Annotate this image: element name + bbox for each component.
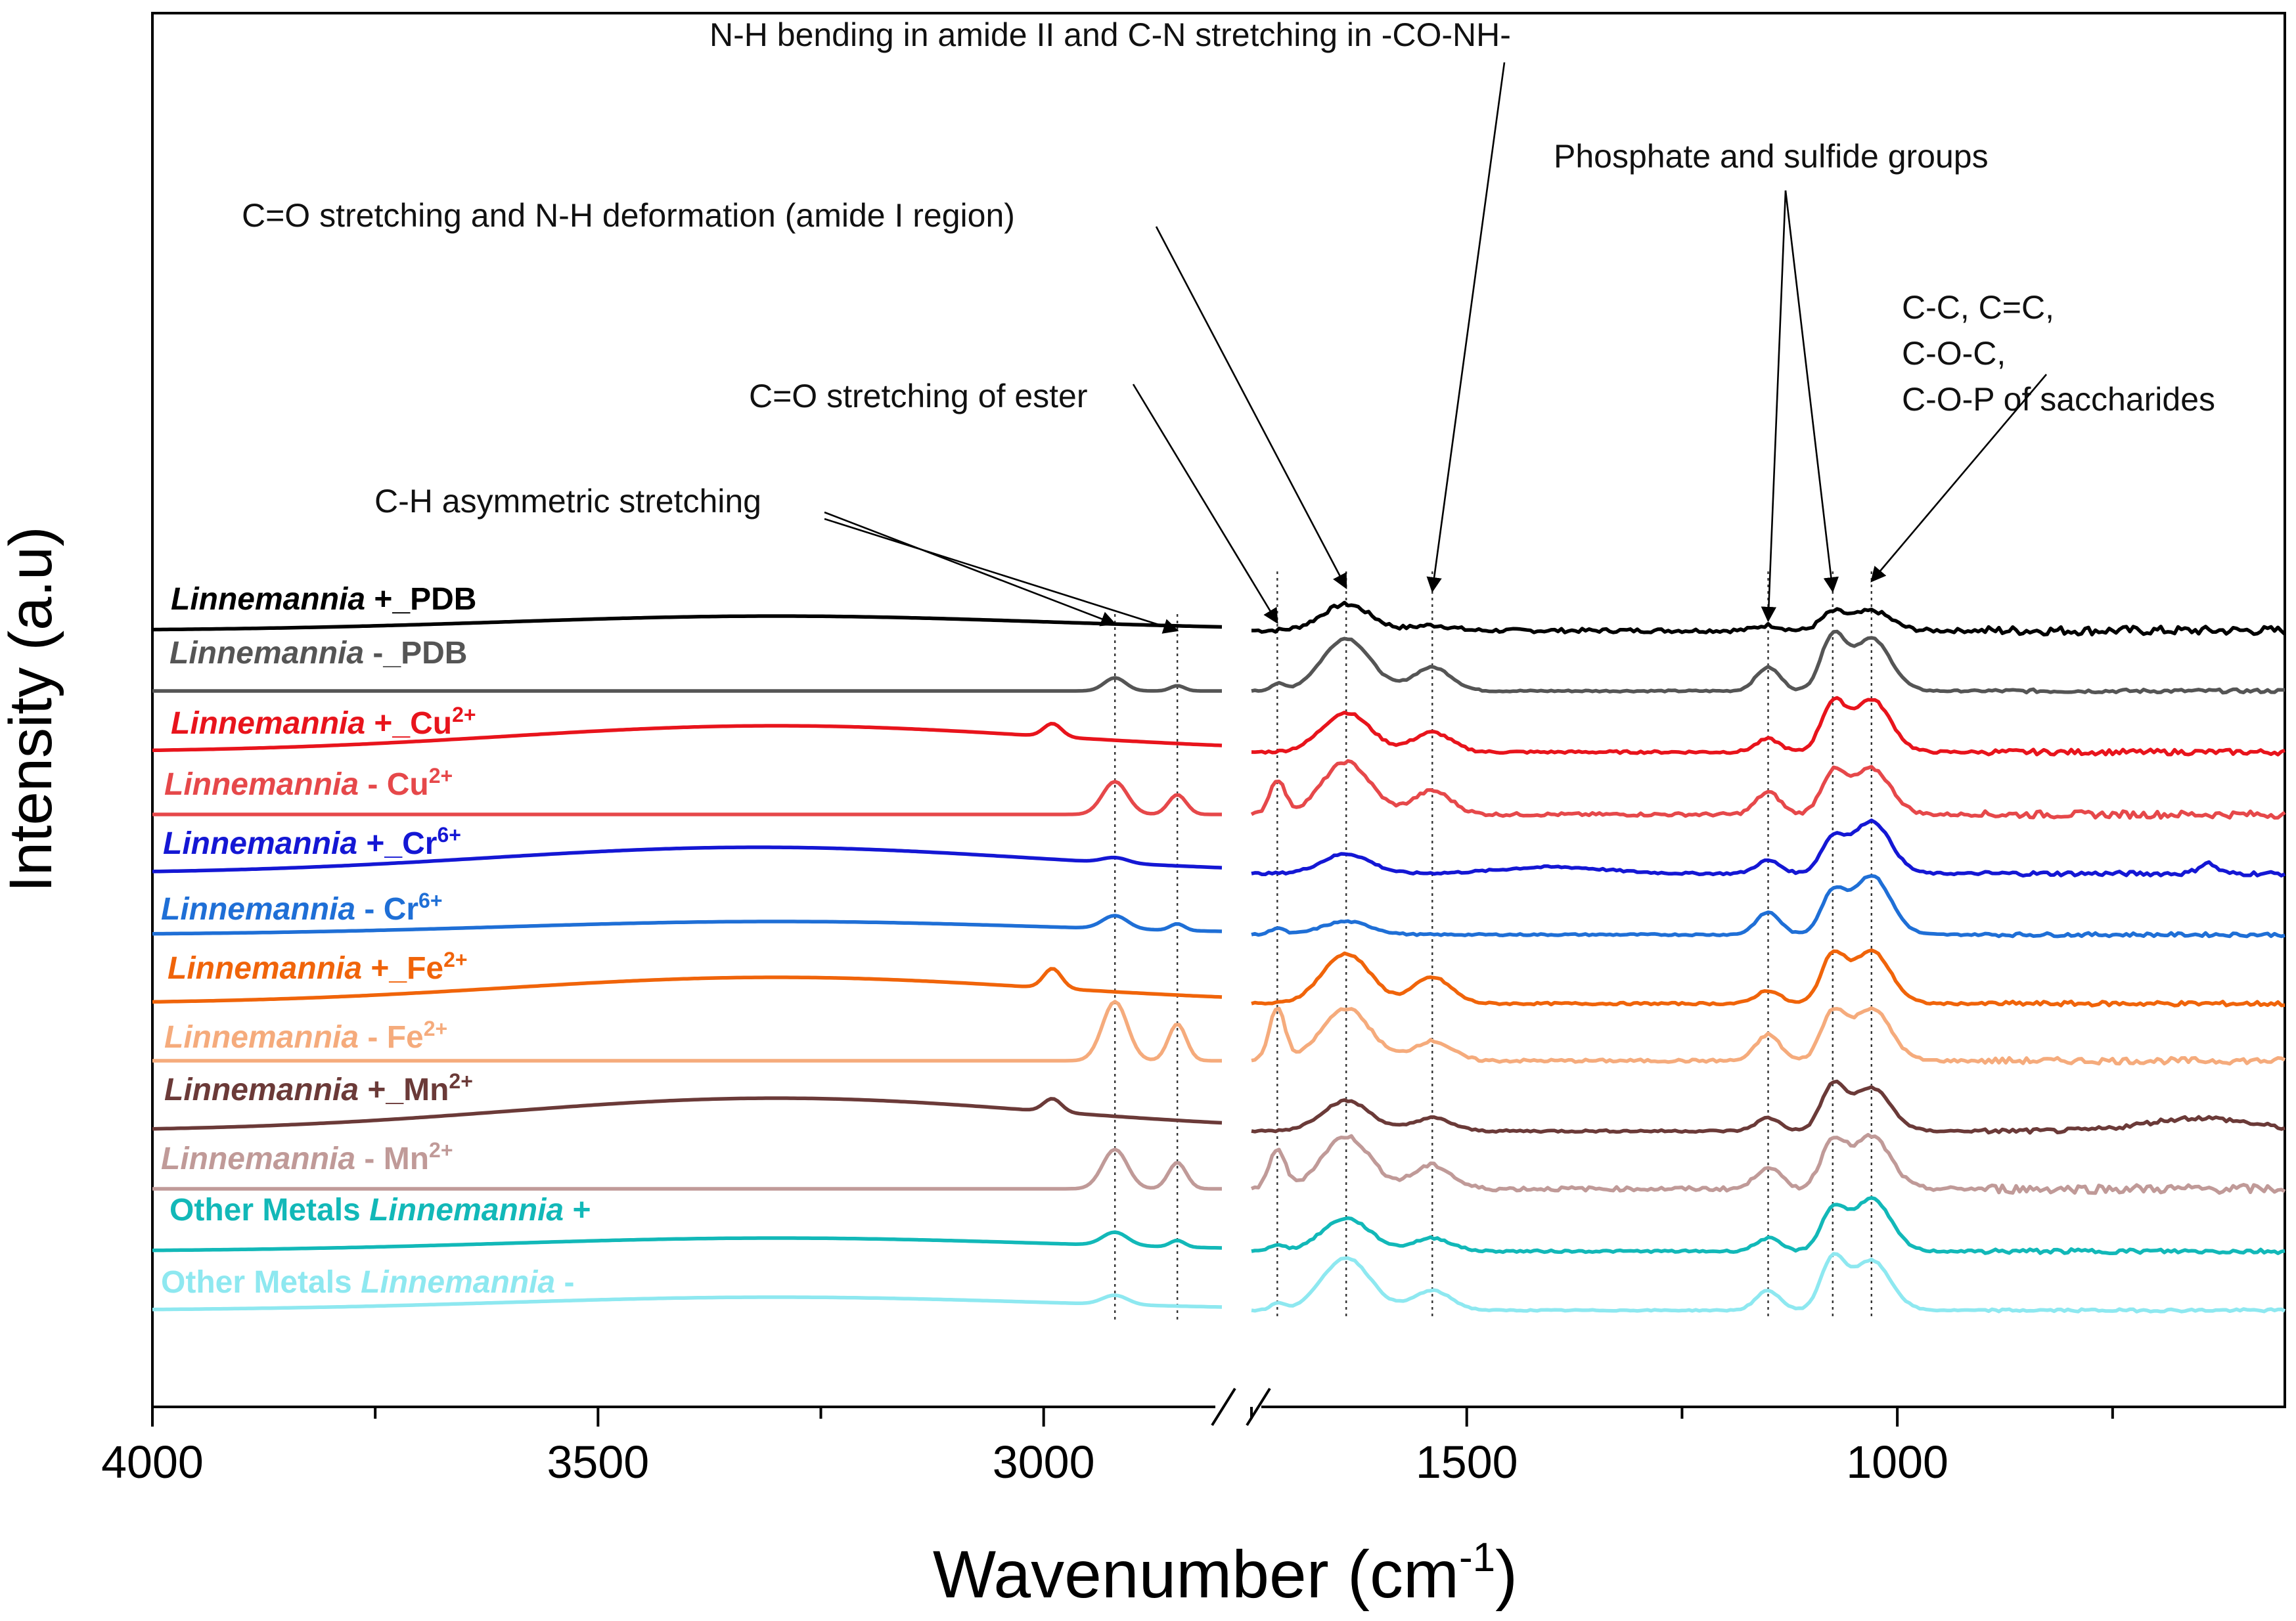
series-line <box>1251 696 2285 757</box>
x-tick-label: 4000 <box>101 1436 204 1488</box>
series-line <box>152 845 1223 874</box>
x-tick-label: 3000 <box>993 1436 1095 1488</box>
series-line <box>1251 818 2286 878</box>
annotation-text: C=O stretching and N-H deformation (amid… <box>242 197 1015 234</box>
annotation-text: C-C, C=C, <box>1902 289 2054 326</box>
series-label: Linnemannia +_PDB <box>171 582 476 617</box>
series-line <box>1251 874 2285 939</box>
series-label: Other Metals Linnemannia + <box>169 1193 591 1228</box>
series-line <box>152 967 1223 1004</box>
annotations: N-H bending in amide II and C-N stretchi… <box>242 16 2215 634</box>
series-label: Linnemannia +_Mn2+ <box>164 1069 473 1107</box>
series-label: Linnemannia - Cu2+ <box>164 764 453 802</box>
series-line <box>1251 948 2285 1008</box>
annotation-arrow <box>1761 190 1787 623</box>
series-layer <box>152 600 2286 1314</box>
series-line <box>1251 1196 2285 1255</box>
x-axis: 4000 3500 3000 1500 1000 <box>101 1387 2114 1488</box>
series-line <box>1251 1252 2286 1314</box>
y-axis-label: Intensity (a.u) <box>0 526 64 892</box>
series-label: Linnemannia +_Cu2+ <box>171 703 476 741</box>
series-line <box>1251 600 2286 636</box>
axis-break-mark <box>1211 1387 1236 1427</box>
series-label: Linnemannia +_Fe2+ <box>168 948 468 986</box>
series-label: Linnemannia +_Cr6+ <box>163 823 461 861</box>
annotation-text: Phosphate and sulfide groups <box>1554 138 1989 175</box>
series-line <box>1251 1079 2285 1135</box>
x-axis-label: Wavenumber (cm-1) <box>933 1535 1518 1612</box>
x-tick-label: 3500 <box>547 1436 649 1488</box>
annotation-text: C=O stretching of ester <box>749 378 1088 414</box>
annotation-text: C-H asymmetric stretching <box>374 483 761 520</box>
annotation-arrow <box>824 518 1179 634</box>
x-tick-label: 1000 <box>1846 1436 1948 1488</box>
series-line <box>1250 1132 2286 1195</box>
series-line <box>152 676 1222 693</box>
series-line <box>152 614 1223 632</box>
annotation-text: C-O-C, <box>1902 335 2006 372</box>
series-label: Linnemannia - Fe2+ <box>164 1017 447 1055</box>
series-label: Linnemannia - Mn2+ <box>161 1138 453 1176</box>
annotation-arrow <box>1870 374 2047 583</box>
series-label: Linnemannia - Cr6+ <box>161 889 443 927</box>
annotation-text: C-O-P of saccharides <box>1902 381 2215 418</box>
series-line <box>1251 629 2285 695</box>
annotation-arrow <box>1426 62 1506 593</box>
series-line <box>152 1147 1222 1191</box>
series-line <box>152 1230 1223 1253</box>
dotted-guides <box>1114 571 1873 1320</box>
series-line <box>1250 759 2286 820</box>
series-line <box>152 1000 1222 1063</box>
axis-break-mark <box>1246 1387 1271 1427</box>
series-line <box>152 1293 1223 1312</box>
annotation-arrow <box>824 511 1117 627</box>
series-line <box>152 1096 1223 1131</box>
annotation-arrow <box>1784 190 1839 593</box>
series-line <box>152 914 1223 936</box>
x-tick-label: 1500 <box>1416 1436 1518 1488</box>
series-line <box>152 780 1222 816</box>
annotation-arrow <box>1132 384 1278 625</box>
series-line <box>1251 1006 2286 1066</box>
series-line <box>152 722 1223 753</box>
series-label: Other Metals Linnemannia - <box>161 1265 574 1300</box>
series-label: Linnemannia -_PDB <box>169 636 467 671</box>
series-labels: Linnemannia +_PDB Linnemannia -_PDB Linnem… <box>161 582 591 1300</box>
annotation-text: N-H bending in amide II and C-N stretchi… <box>709 16 1511 53</box>
annotation-arrow <box>1155 226 1347 590</box>
